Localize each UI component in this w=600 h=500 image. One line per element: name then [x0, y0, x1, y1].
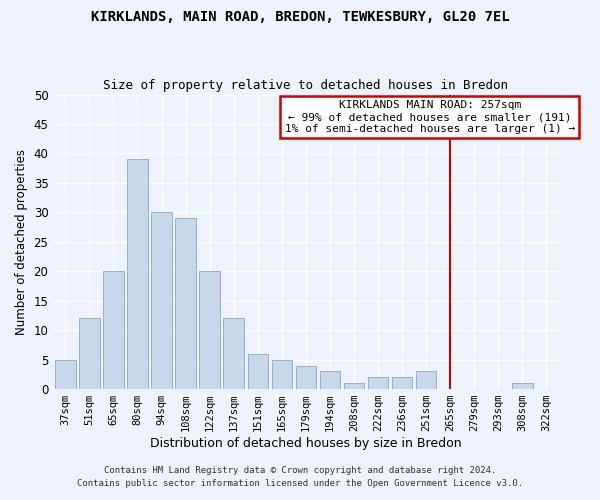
Title: Size of property relative to detached houses in Bredon: Size of property relative to detached ho… — [103, 79, 508, 92]
Bar — [392, 378, 412, 389]
X-axis label: Distribution of detached houses by size in Bredon: Distribution of detached houses by size … — [150, 437, 461, 450]
Bar — [223, 318, 244, 389]
Bar — [127, 160, 148, 389]
Bar — [272, 360, 292, 389]
Text: KIRKLANDS, MAIN ROAD, BREDON, TEWKESBURY, GL20 7EL: KIRKLANDS, MAIN ROAD, BREDON, TEWKESBURY… — [91, 10, 509, 24]
Bar — [368, 378, 388, 389]
Y-axis label: Number of detached properties: Number of detached properties — [15, 149, 28, 335]
Bar — [175, 218, 196, 389]
Bar — [199, 272, 220, 389]
Bar — [103, 272, 124, 389]
Bar — [296, 366, 316, 389]
Bar — [151, 212, 172, 389]
Bar — [512, 383, 533, 389]
Bar — [416, 372, 436, 389]
Text: Contains HM Land Registry data © Crown copyright and database right 2024.
Contai: Contains HM Land Registry data © Crown c… — [77, 466, 523, 487]
Bar — [320, 372, 340, 389]
Bar — [344, 383, 364, 389]
Bar — [248, 354, 268, 389]
Text: KIRKLANDS MAIN ROAD: 257sqm
← 99% of detached houses are smaller (191)
1% of sem: KIRKLANDS MAIN ROAD: 257sqm ← 99% of det… — [284, 100, 575, 134]
Bar — [79, 318, 100, 389]
Bar — [55, 360, 76, 389]
